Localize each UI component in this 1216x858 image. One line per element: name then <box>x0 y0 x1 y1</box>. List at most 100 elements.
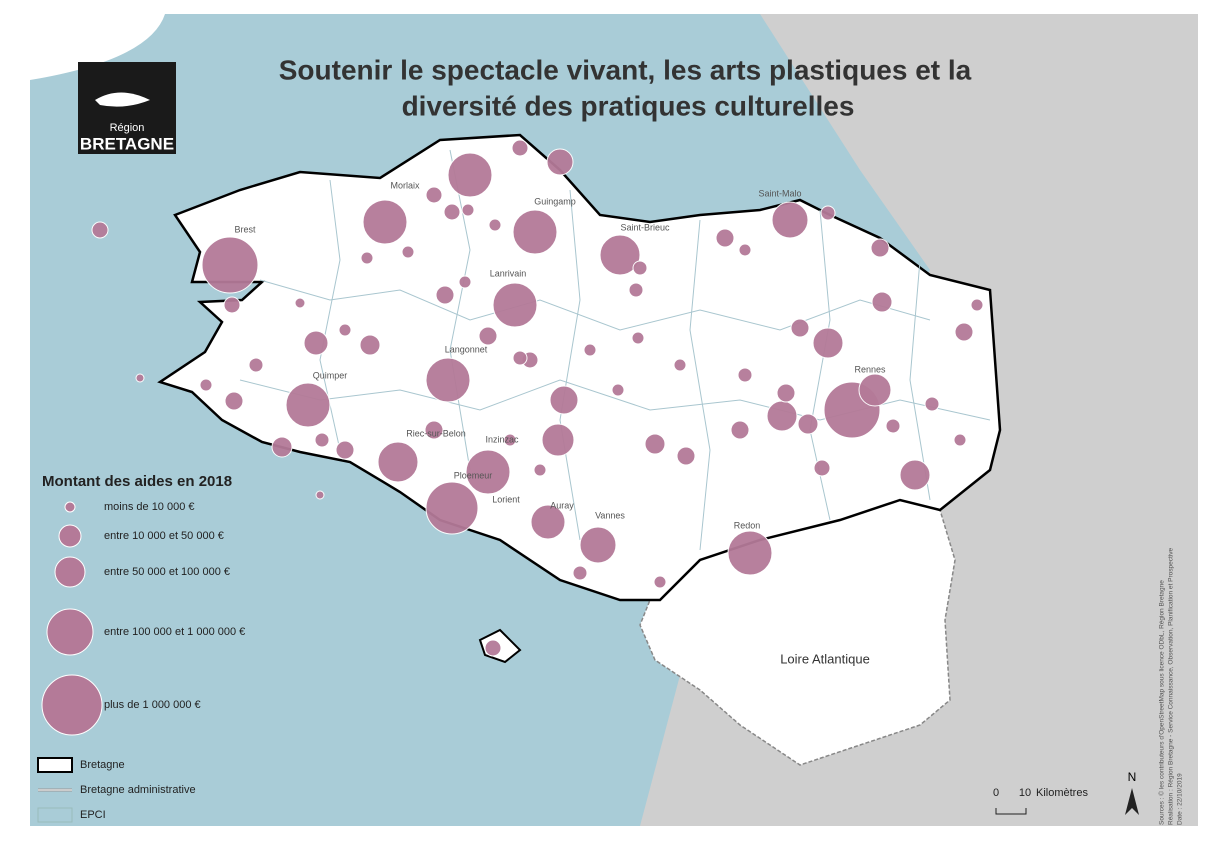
aid-circle <box>314 432 330 448</box>
aid-circle <box>546 148 574 176</box>
legend-label: moins de 10 000 € <box>104 501 195 513</box>
place-label: Auray <box>550 500 574 510</box>
aid-circle <box>579 526 617 564</box>
place-label: Lorient <box>492 494 520 504</box>
aid-circle <box>820 205 836 221</box>
aid-circle <box>465 449 511 495</box>
legend-label: EPCI <box>80 809 106 821</box>
logo-icon <box>95 92 150 107</box>
title-line: diversité des pratiques culturelles <box>402 90 855 121</box>
place-label: Quimper <box>313 370 348 380</box>
aid-circle <box>813 459 831 477</box>
aid-circle <box>766 400 798 432</box>
aid-circle <box>572 565 588 581</box>
source-line: Date : 22/10/2019 <box>1177 773 1184 825</box>
north-label: N <box>1128 770 1137 784</box>
place-label: Lanrivain <box>490 268 527 278</box>
aid-circles <box>91 139 984 657</box>
aid-circle <box>435 285 455 305</box>
legend-symbol <box>64 501 76 513</box>
aid-circle <box>271 436 293 458</box>
sources: Sources : © les contributeurs d'OpenStre… <box>1158 547 1184 825</box>
place-label: Redon <box>734 520 761 530</box>
source-line: Sources : © les contributeurs d'OpenStre… <box>1158 580 1166 825</box>
aid-circle <box>790 318 810 338</box>
legend-symbol <box>58 524 82 548</box>
aid-circle <box>294 297 306 309</box>
aid-circle <box>377 441 419 483</box>
aid-circle <box>425 186 443 204</box>
place-labels: Brest Morlaix Guingamp Saint-Brieuc Saint-Ma… <box>234 180 886 530</box>
aid-circle <box>676 446 696 466</box>
aid-circle <box>315 490 325 500</box>
aid-circle <box>425 481 479 535</box>
aid-circle <box>899 459 931 491</box>
place-label: Riec-sur-Belon <box>406 428 466 438</box>
legend-symbol <box>54 556 86 588</box>
aid-circle <box>727 530 773 576</box>
legend-swatch <box>37 757 73 773</box>
place-label: Saint-Brieuc <box>620 222 670 232</box>
aid-circle <box>511 139 529 157</box>
aid-circle <box>512 209 558 255</box>
aid-circle <box>360 251 374 265</box>
aid-circle <box>425 357 471 403</box>
aid-circle <box>653 575 667 589</box>
legend-label: Bretagne <box>80 759 125 771</box>
aid-circle <box>954 322 974 342</box>
aid-circle <box>447 152 493 198</box>
aid-circle <box>628 282 644 298</box>
logo-box <box>78 62 176 154</box>
aid-circle <box>303 330 329 356</box>
aid-circle <box>871 291 893 313</box>
blank-corner <box>30 14 165 80</box>
scale-start: 0 <box>993 787 999 799</box>
aid-circle <box>338 323 352 337</box>
scale-unit: Kilomètres <box>1036 787 1088 799</box>
aid-circle <box>673 358 687 372</box>
place-label: Inzinzac <box>485 434 519 444</box>
aid-circle <box>549 385 579 415</box>
place-label: Ploemeur <box>454 470 493 480</box>
title-line: Soutenir le spectacle vivant, les arts p… <box>279 54 972 85</box>
department-label: Loire Atlantique <box>780 651 870 666</box>
aid-circle <box>870 238 890 258</box>
legend: moins de 10 000 € entre 10 000 et 50 000 … <box>41 501 245 736</box>
aid-circle <box>541 423 575 457</box>
aid-circle <box>611 383 625 397</box>
aid-circle <box>91 221 109 239</box>
legend-swatch <box>37 807 73 823</box>
aid-circle <box>797 413 819 435</box>
boundary-legend: Bretagne Bretagne administrative EPCI <box>37 757 196 823</box>
aid-circle <box>503 433 517 447</box>
aid-circle <box>461 203 475 217</box>
aid-circle <box>458 275 472 289</box>
aid-circle <box>223 296 241 314</box>
aid-circle <box>424 420 444 440</box>
scale-line <box>995 808 1027 815</box>
legend-label: plus de 1 000 000 € <box>104 699 201 711</box>
legend-label: entre 10 000 et 50 000 € <box>104 530 224 542</box>
aid-circle <box>401 245 415 259</box>
aid-circle <box>858 373 892 407</box>
legend-title: Montant des aides en 2018 <box>42 473 232 490</box>
legend-symbol <box>46 608 94 656</box>
aid-circle <box>362 199 408 245</box>
aid-circle <box>533 463 547 477</box>
aid-circle <box>632 260 648 276</box>
aid-circle <box>771 201 809 239</box>
legend-label: Bretagne administrative <box>80 784 196 796</box>
aid-circle <box>443 203 461 221</box>
aid-circle <box>631 331 645 345</box>
place-label: Brest <box>234 224 256 234</box>
logo: Région BRETAGNE <box>78 62 176 154</box>
place-label: Rennes <box>854 364 886 374</box>
aid-circle <box>776 383 796 403</box>
aid-circle <box>885 418 901 434</box>
legend-label: entre 100 000 et 1 000 000 € <box>104 626 245 638</box>
place-label: Vannes <box>595 510 625 520</box>
aid-circle <box>335 440 355 460</box>
logo-name: BRETAGNE <box>80 134 174 153</box>
aid-circle <box>285 382 331 428</box>
